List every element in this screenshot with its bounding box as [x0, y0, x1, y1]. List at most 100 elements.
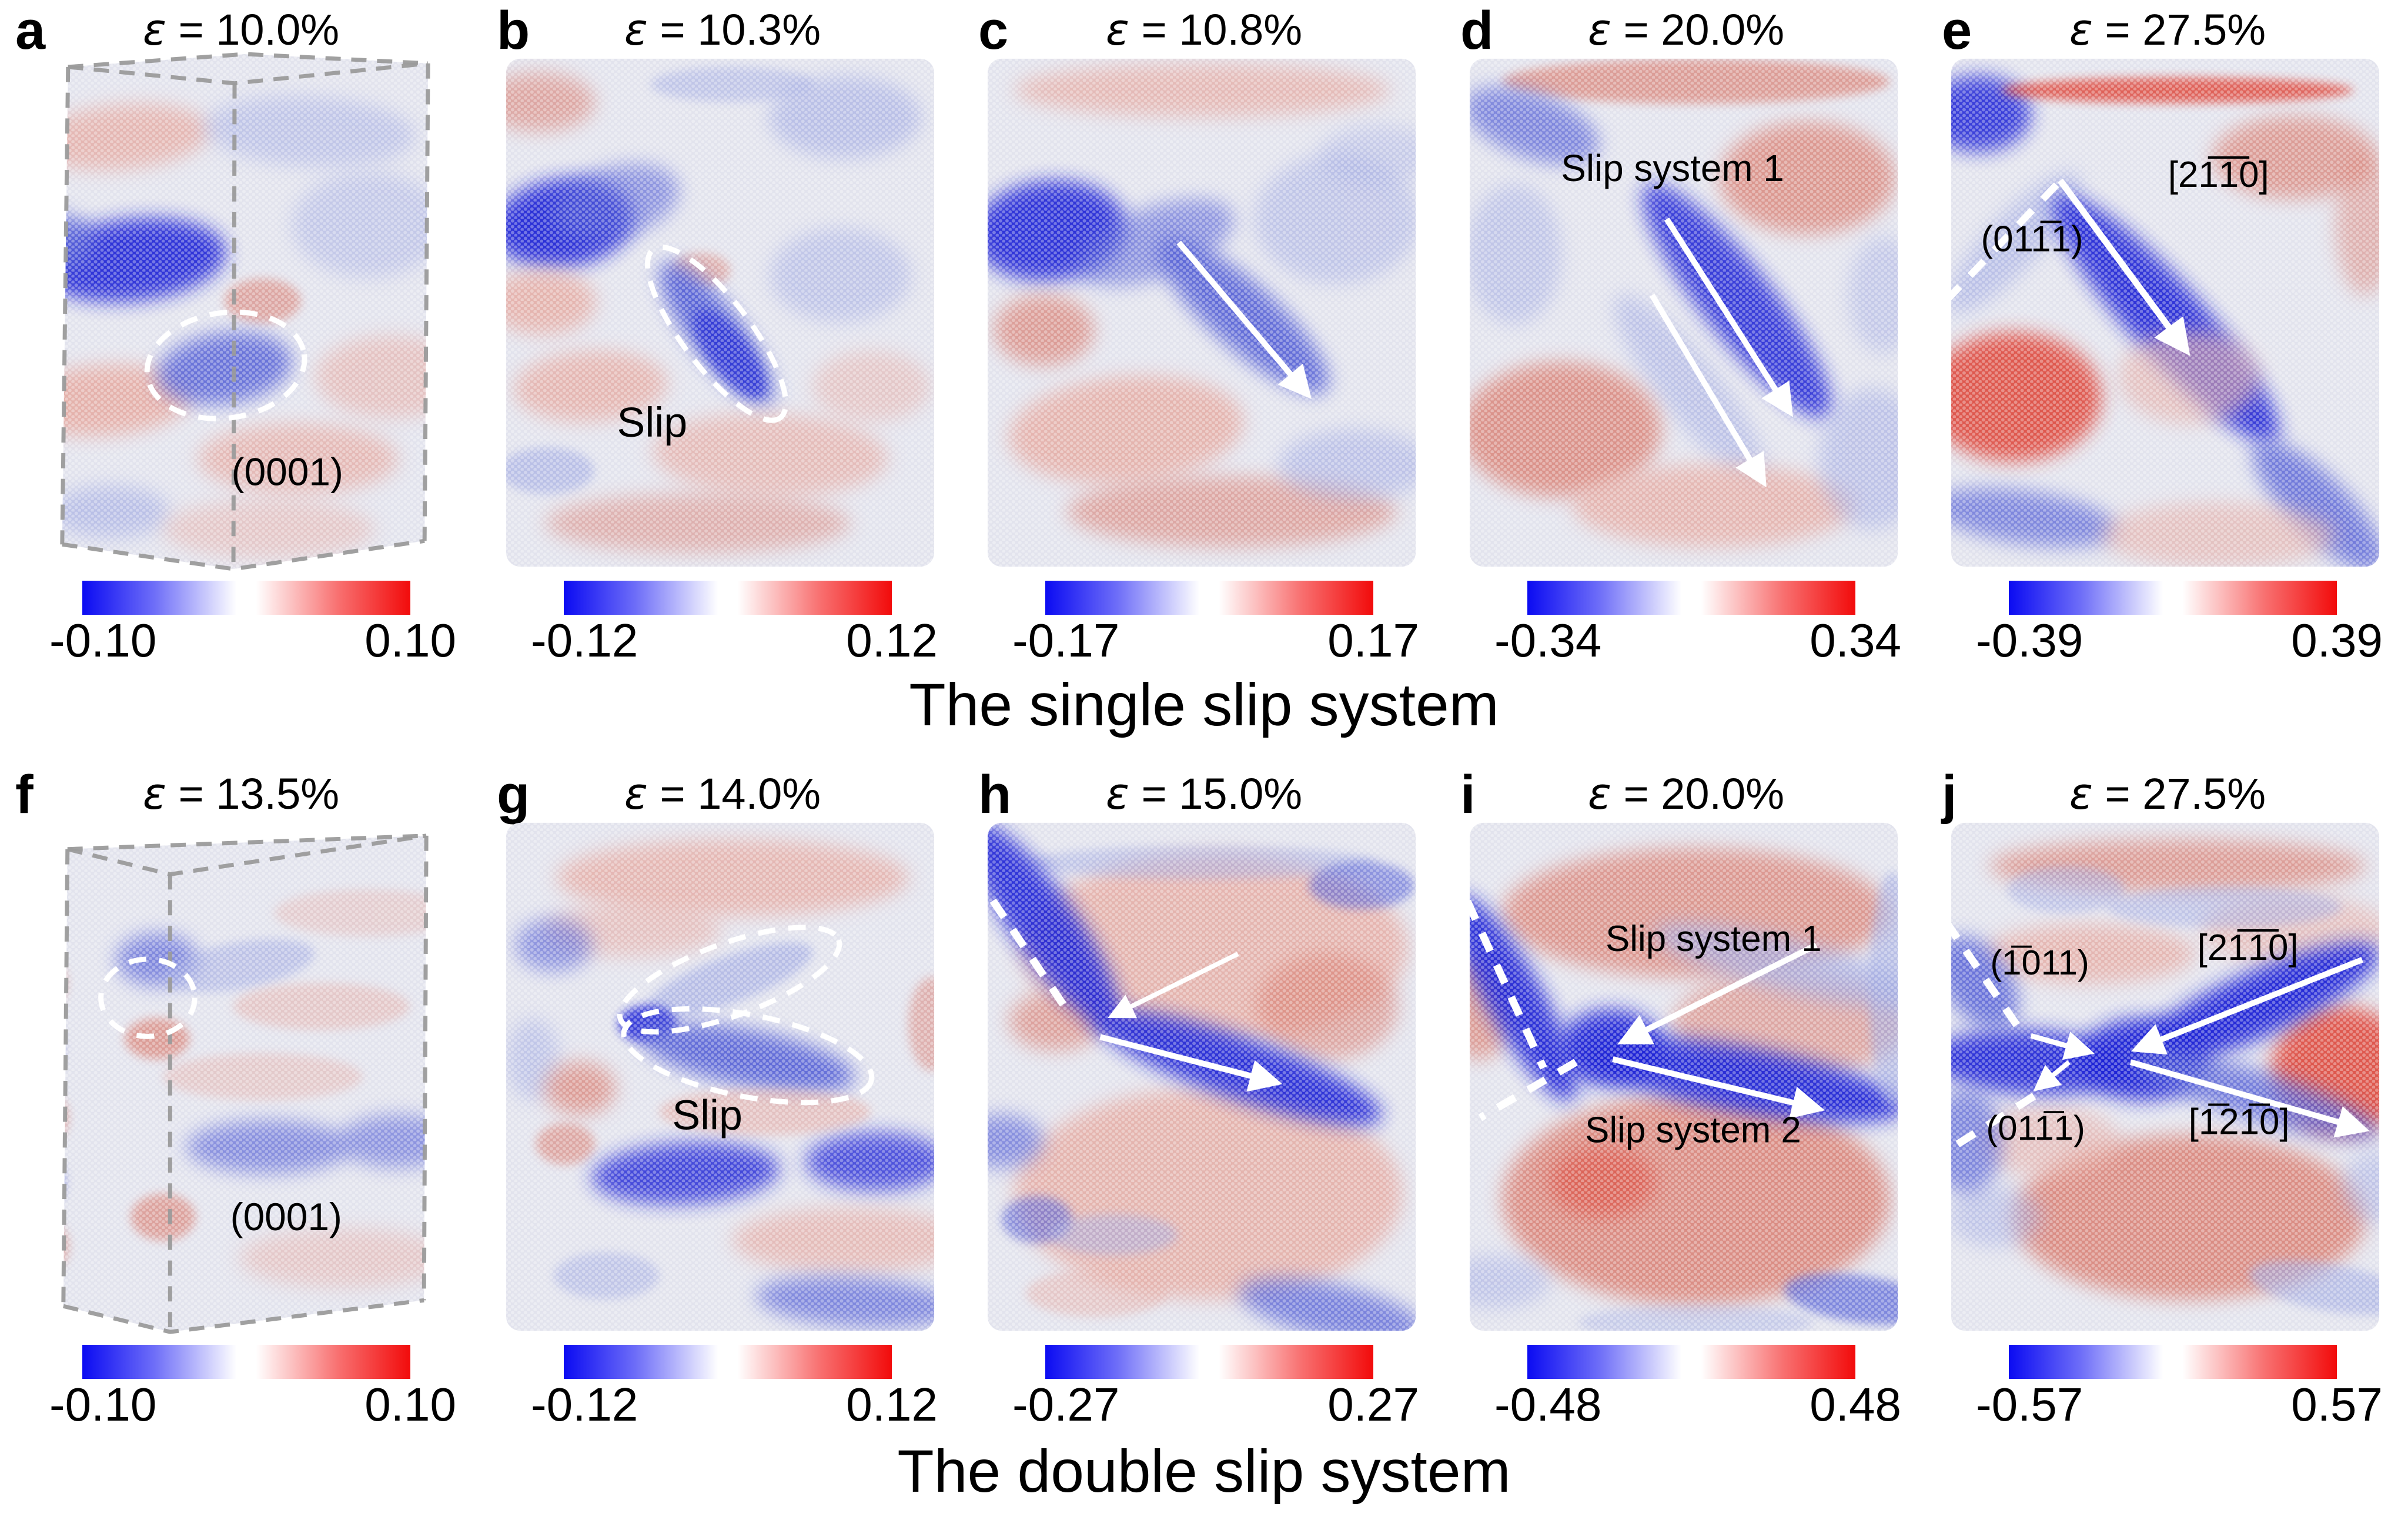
strain-value: = 27.5%: [2092, 769, 2266, 818]
panel-f: f ε = 13.5% (0001) -0.10 0.10: [0, 764, 481, 1527]
atom-cloud: [987, 822, 1416, 1331]
caption-single-slip: The single slip system: [909, 671, 1499, 738]
colorbar-max: 0.48: [1810, 1378, 1901, 1431]
strain-map: [21̅1̅0] (011̅1): [1943, 49, 2389, 576]
panel-title: ε = 20.0%: [1486, 772, 1886, 816]
panel-a: a ε = 10.0% (0001) -0.10 0.10: [0, 0, 481, 763]
colorbar: [2009, 581, 2337, 615]
panel-g: g ε = 14.0% Slip -0.12 0.12: [481, 764, 963, 1527]
atom-cloud: [1951, 58, 2380, 567]
colorbar-labels: -0.12 0.12: [531, 1381, 938, 1428]
panel-title: ε = 15.0%: [1004, 772, 1404, 816]
atom-cloud: [987, 58, 1416, 567]
epsilon-symbol: ε: [142, 769, 166, 819]
simulation-box-outline: [62, 538, 425, 571]
slip-direction-arrow: [1664, 217, 1793, 417]
panel-title: ε = 20.0%: [1486, 8, 1886, 52]
atom-cloud: [506, 822, 935, 1331]
colorbar-max: 0.17: [1327, 614, 1419, 667]
strain-blob: [29, 1021, 62, 1074]
slip-direction-arrow: [2033, 1060, 2071, 1091]
colorbar-min: -0.10: [49, 614, 157, 667]
panel-letter: a: [15, 1, 46, 61]
colorbar-min: -0.12: [531, 614, 638, 667]
map-annotation-label: Slip: [672, 1092, 743, 1139]
strain-map: [979, 49, 1425, 576]
colorbar-labels: -0.48 0.48: [1494, 1381, 1901, 1428]
colorbar-max: 0.57: [2291, 1378, 2383, 1431]
strain-value: = 20.0%: [1611, 769, 1785, 818]
map-annotation-label: (1̅011): [1990, 943, 2089, 982]
strain-blob: [63, 1094, 68, 1141]
epsilon-symbol: ε: [1587, 769, 1611, 819]
atom-cloud: [1469, 58, 1898, 567]
epsilon-symbol: ε: [624, 769, 648, 819]
slip-direction-arrow: [2058, 178, 2190, 356]
epsilon-symbol: ε: [2069, 5, 2093, 55]
colorbar-max: 0.12: [846, 614, 938, 667]
slip-direction-arrow: [1099, 1034, 1283, 1092]
simulation-box-outline: [60, 66, 71, 545]
strain-map: (0001): [16, 813, 462, 1340]
strain-value: = 15.0%: [1129, 769, 1303, 818]
panel-letter: e: [1942, 1, 1972, 61]
map-annotation-label: [21̅1̅0]: [2198, 927, 2299, 968]
strain-value: = 13.5%: [166, 769, 340, 818]
simulation-box-outline: [422, 835, 429, 1301]
panel-j: j ε = 27.5% (1̅011) [21̅1̅0] (011̅1) [1̅21̅…: [1927, 764, 2408, 1527]
strain-map: Slip: [498, 813, 944, 1340]
map-annotation-label: Slip system 1: [1606, 919, 1822, 959]
colorbar-min: -0.39: [1976, 614, 2083, 667]
panel-letter: c: [978, 1, 1009, 61]
atom-dot-texture: [63, 835, 427, 1332]
map-annotation-label: (0001): [232, 450, 343, 494]
panel-letter: g: [497, 765, 530, 825]
strain-value: = 10.0%: [166, 5, 340, 54]
strain-value: = 27.5%: [2092, 5, 2266, 54]
atom-cloud: [1951, 822, 2380, 1331]
slip-plane-dashed-trace: [1955, 1089, 2042, 1147]
caption-double-slip: The double slip system: [897, 1438, 1511, 1505]
panel-letter: d: [1460, 1, 1494, 61]
colorbar: [564, 1345, 892, 1379]
colorbar-max: 0.39: [2291, 614, 2383, 667]
epsilon-symbol: ε: [624, 5, 648, 55]
colorbar-labels: -0.10 0.10: [49, 1381, 456, 1428]
map-annotation-label: (011̅1): [1986, 1109, 2085, 1148]
simulation-box-outline: [62, 1298, 424, 1334]
slip-direction-arrow: [2131, 957, 2363, 1055]
panel-b: b ε = 10.3% Slip -0.12 0.12: [481, 0, 963, 763]
colorbar-min: -0.12: [531, 1378, 638, 1431]
slip-direction-arrow: [1617, 942, 1818, 1044]
panel-e: e ε = 27.5% [21̅1̅0] (011̅1) -0.39 0.39: [1927, 0, 2408, 763]
slip-direction-arrow: [2030, 1031, 2095, 1060]
colorbar: [2009, 1345, 2337, 1379]
slip-plane-dashed-trace: [1943, 181, 2060, 304]
strain-map: (1̅011) [21̅1̅0] (011̅1) [1̅21̅0]: [1943, 813, 2389, 1340]
colorbar-labels: -0.57 0.57: [1976, 1381, 2383, 1428]
atom-cloud: [29, 835, 427, 1332]
colorbar: [82, 581, 410, 615]
colorbar-min: -0.34: [1494, 614, 1602, 667]
simulation-box-outline: [68, 61, 429, 86]
panel-title: ε = 10.0%: [41, 8, 441, 52]
slip-direction-arrow: [1612, 1056, 1825, 1119]
panel-letter: f: [15, 765, 34, 825]
strain-map: (0001): [16, 49, 462, 576]
slip-plane-dashed-trace: [1464, 899, 1547, 1070]
colorbar-max: 0.34: [1810, 614, 1901, 667]
panel-letter: b: [497, 1, 530, 61]
atom-dot-texture: [987, 58, 1416, 567]
slip-direction-arrow: [1649, 293, 1767, 488]
atom-dot-texture: [1951, 822, 2380, 1331]
epsilon-symbol: ε: [1587, 5, 1611, 55]
atom-dot-texture: [62, 53, 429, 570]
colorbar-max: 0.27: [1327, 1378, 1419, 1431]
atom-cloud: [1469, 822, 1898, 1331]
slip-region-dashed-ellipse: [621, 1006, 875, 1106]
map-annotation-label: [21̅1̅0]: [2168, 155, 2269, 195]
panel-title: ε = 13.5%: [41, 772, 441, 816]
atom-cloud: [62, 53, 429, 570]
slip-region-dashed-ellipse: [144, 309, 307, 421]
strain-value: = 10.8%: [1129, 5, 1303, 54]
